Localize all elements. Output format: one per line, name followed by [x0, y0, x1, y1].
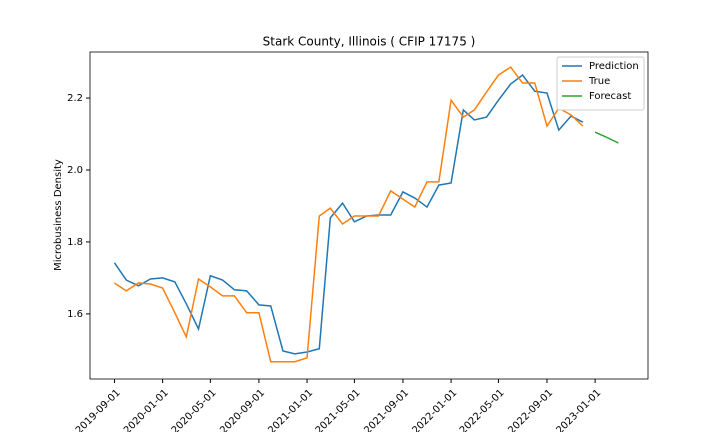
line-series	[594, 131, 619, 144]
y-tick-label: 2.0	[67, 165, 83, 176]
plot-frame	[89, 51, 649, 380]
y-tick-label: 1.6	[67, 309, 83, 320]
x-tick-label: 2020-09-01	[218, 387, 267, 432]
chart-title: Stark County, Illinois ( CFIP 17175 )	[263, 35, 476, 49]
x-tick-label: 2020-05-01	[170, 387, 219, 432]
x-tick-label: 2021-09-01	[362, 387, 411, 432]
x-tick-label: 2021-05-01	[314, 387, 363, 432]
y-axis-label: Microbusiness Density	[53, 159, 64, 271]
y-tick-label: 1.8	[67, 237, 83, 248]
x-tick-label: 2019-09-01	[74, 387, 123, 432]
x-tick-label: 2022-05-01	[458, 387, 507, 432]
line-series	[114, 66, 584, 363]
x-tick-label: 2022-01-01	[410, 387, 459, 432]
legend-label: True	[588, 76, 610, 87]
x-tick-label: 2023-01-01	[554, 387, 603, 432]
x-tick-label: 2020-01-01	[122, 387, 171, 432]
legend-label: Prediction	[589, 61, 639, 72]
x-tick-label: 2021-01-01	[266, 387, 315, 432]
y-tick-label: 2.2	[67, 93, 83, 104]
x-tick-label: 2022-09-01	[506, 387, 555, 432]
legend-label: Forecast	[589, 91, 631, 102]
line-series	[113, 73, 584, 355]
